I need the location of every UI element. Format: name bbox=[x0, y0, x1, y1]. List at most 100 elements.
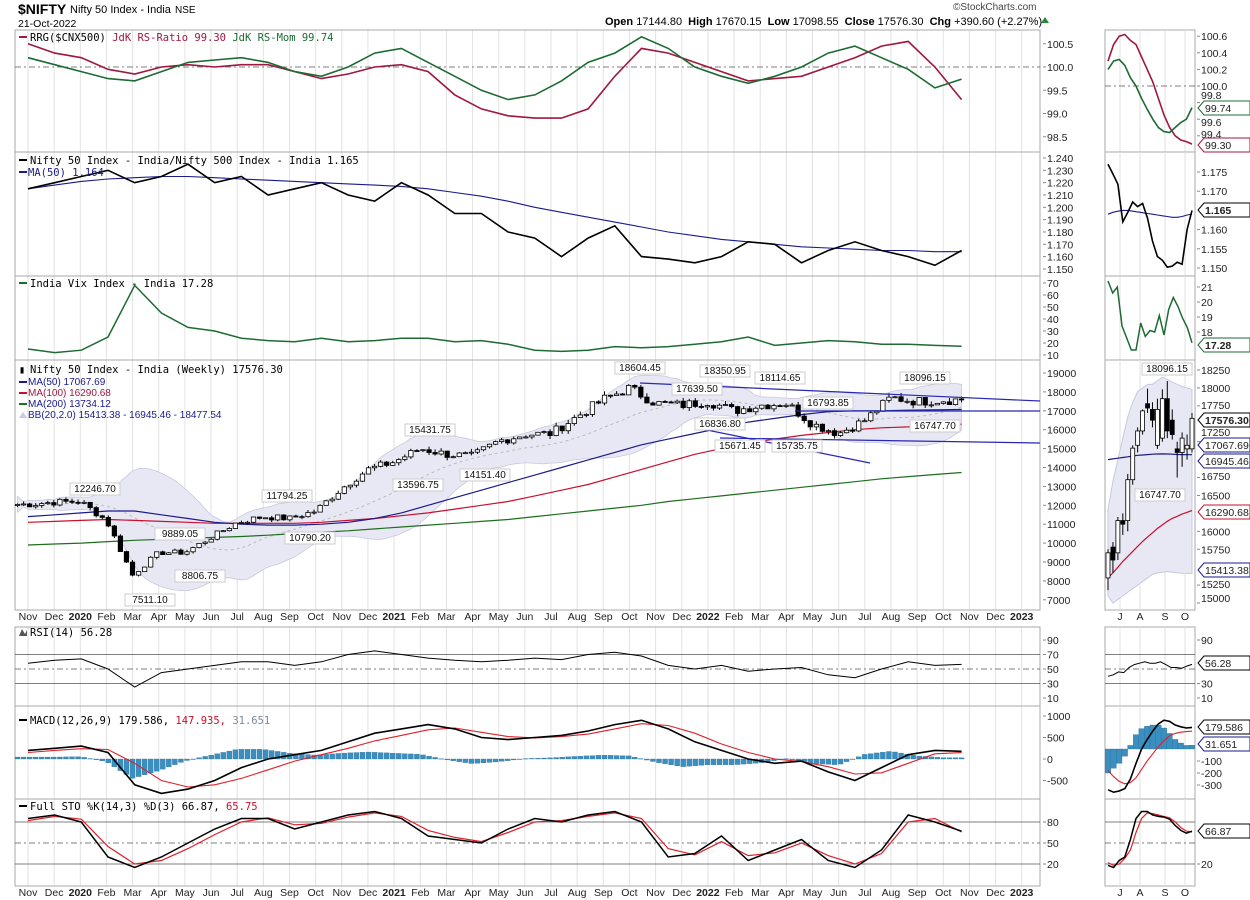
rsi-icon bbox=[19, 629, 27, 636]
month-label: May bbox=[175, 887, 196, 899]
month-label: Apr bbox=[464, 611, 481, 623]
candle-body bbox=[480, 446, 487, 451]
weekly-candle bbox=[934, 402, 940, 406]
candle-body bbox=[801, 415, 807, 422]
weekly-candle bbox=[759, 404, 765, 410]
bb-label: BB(20,2.0) 15413.38 - 16945.46 - 18477.5… bbox=[28, 410, 222, 421]
candle-body bbox=[547, 431, 553, 437]
price-annotation: 15431.75 bbox=[404, 423, 456, 437]
annotation-box bbox=[1134, 488, 1186, 502]
rrg-tick-label: 100.5 bbox=[1047, 39, 1073, 51]
legend-swatch bbox=[19, 381, 27, 383]
weekly-candle bbox=[480, 446, 487, 452]
weekly-candle bbox=[589, 401, 596, 417]
candle-body bbox=[414, 450, 420, 452]
candle-body bbox=[1179, 437, 1185, 453]
price-annotation: 18350.95 bbox=[699, 364, 751, 378]
month-label: Feb bbox=[97, 887, 115, 899]
mini-month-label: J bbox=[1117, 887, 1122, 899]
macd-histogram-bar bbox=[577, 756, 583, 760]
candle-body bbox=[789, 404, 795, 407]
mini-rrg-tick-label: 99.6 bbox=[1201, 117, 1222, 129]
mini-sto-k-line bbox=[1107, 810, 1193, 869]
price-tick-label: 13000 bbox=[1047, 481, 1076, 493]
month-label: May bbox=[803, 611, 824, 623]
macd-line bbox=[27, 719, 962, 795]
rsi-tick-label: 50 bbox=[1047, 664, 1059, 676]
weekly-candle bbox=[486, 443, 493, 449]
annotation-label: 16747.70 bbox=[914, 421, 956, 432]
candle-body bbox=[601, 394, 608, 404]
weekly-candle bbox=[716, 403, 723, 410]
macd-histogram-bar bbox=[620, 755, 626, 760]
weekly-candle bbox=[263, 517, 269, 520]
candle-body bbox=[571, 417, 577, 424]
candle-body bbox=[250, 516, 257, 523]
candle-body bbox=[329, 498, 335, 502]
macd-histogram-bar bbox=[99, 758, 105, 762]
weekly-candle bbox=[577, 411, 583, 418]
weekly-candle bbox=[620, 392, 626, 396]
price-annotation: 16793.85 bbox=[802, 396, 854, 410]
macd-histogram-bar bbox=[93, 758, 99, 760]
mini-ratio-value: 1.165 bbox=[1197, 202, 1250, 218]
macd-histogram-bar bbox=[474, 758, 481, 764]
annotation-box bbox=[284, 531, 336, 545]
weekly-candle bbox=[57, 498, 63, 507]
candle-body bbox=[952, 398, 959, 406]
ma50-label: MA(50) 17067.69 bbox=[28, 377, 106, 388]
mini-vix-tick-label: 21 bbox=[1201, 282, 1213, 294]
price-annotation: 16836.80 bbox=[694, 417, 746, 431]
mini-macd-histogram-bar bbox=[1183, 745, 1190, 750]
daily-candle bbox=[1140, 409, 1145, 435]
mini-price-tick-label: 15250 bbox=[1201, 579, 1230, 591]
month-label: Aug bbox=[254, 611, 273, 623]
weekly-candle bbox=[595, 400, 602, 405]
price-tick-label: 18000 bbox=[1047, 387, 1076, 399]
mini-sto-d-line bbox=[1107, 812, 1193, 867]
candle-body bbox=[589, 401, 596, 415]
panel-frame bbox=[14, 29, 1041, 153]
mini-macd-histogram-bar bbox=[1155, 724, 1162, 750]
candle-body bbox=[299, 516, 305, 519]
mini-macd-line bbox=[1107, 719, 1193, 794]
weekly-candle bbox=[172, 548, 178, 554]
sto-tick-label: 20 bbox=[1047, 859, 1059, 871]
mini-month-label: S bbox=[1161, 611, 1168, 623]
candle-body bbox=[892, 396, 898, 399]
macd-histogram-bar bbox=[335, 753, 341, 760]
mini-price-tick-label: 17750 bbox=[1201, 400, 1230, 412]
sto-d-line bbox=[27, 812, 962, 865]
mini-macd-histogram-bar bbox=[1127, 745, 1134, 750]
weekly-candle bbox=[178, 548, 184, 555]
weekly-candle bbox=[892, 395, 898, 399]
legend-swatch bbox=[19, 403, 27, 405]
candle-body bbox=[323, 500, 329, 506]
weekly-candle bbox=[341, 485, 347, 495]
weekly-candle bbox=[154, 551, 160, 560]
macd-histogram-bar bbox=[14, 756, 21, 760]
value-box bbox=[1197, 100, 1250, 116]
weekly-candle bbox=[450, 455, 456, 459]
weekly-candle bbox=[353, 479, 360, 488]
mini-macd-histogram-bar bbox=[1116, 748, 1123, 764]
month-label: Dec bbox=[359, 611, 378, 623]
weekly-candle bbox=[196, 542, 202, 549]
candle-body bbox=[123, 551, 130, 563]
month-label: Nov bbox=[960, 611, 979, 623]
candle-body bbox=[704, 405, 710, 408]
candle-body bbox=[371, 465, 378, 469]
daily-candle bbox=[1184, 434, 1190, 460]
exchange: NSE bbox=[175, 5, 196, 16]
legend-swatch bbox=[19, 36, 27, 38]
month-label: Nov bbox=[332, 611, 351, 623]
weekly-candle bbox=[462, 451, 468, 455]
candle-body bbox=[474, 449, 481, 453]
macd-histogram-bar bbox=[232, 749, 239, 760]
weekly-candle bbox=[329, 497, 335, 503]
candle-body bbox=[117, 535, 124, 552]
annotation-label: 18604.45 bbox=[619, 363, 661, 374]
month-label: Jul bbox=[544, 887, 557, 899]
macd-histogram-bar bbox=[934, 757, 940, 760]
mini-hist-value: 31.651 bbox=[1197, 736, 1250, 752]
